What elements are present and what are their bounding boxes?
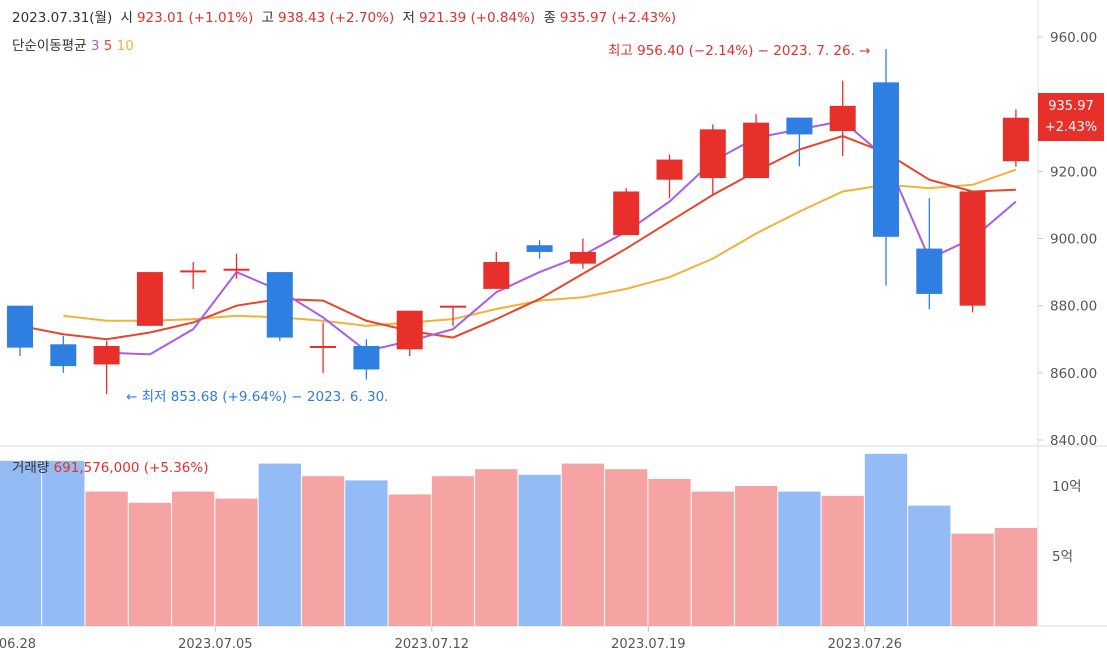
candle-body: [483, 262, 510, 289]
price-tick-label: 880.00: [1050, 299, 1097, 315]
volume-bar: [301, 476, 345, 626]
high-value: 938.43 (+2.70%): [277, 10, 395, 26]
candle-body: [699, 129, 726, 179]
volume-bar: [0, 460, 42, 626]
date-tick-label: 2023.06.28: [0, 637, 36, 652]
candle-body: [50, 344, 77, 367]
date-tick-label: 2023.07.19: [611, 637, 685, 652]
candle-body: [1002, 117, 1029, 162]
volume-bar: [908, 505, 951, 626]
volume-tick-label: 5억: [1052, 549, 1073, 565]
volume-bar: [215, 498, 258, 626]
ohlc-header: 2023.07.31(월) 시 923.01 (+1.01%) 고 938.43 (…: [12, 6, 680, 26]
volume-bar: [518, 474, 561, 626]
current-price-badge: 935.97 +2.43%: [1038, 93, 1104, 141]
ma10-legend: 10: [116, 38, 134, 54]
candle-body: [440, 305, 466, 308]
volume-bar: [85, 491, 128, 626]
header-date: 2023.07.31(월): [12, 10, 113, 26]
candle-body: [786, 117, 813, 135]
date-tick-label: 2023.07.12: [395, 637, 469, 652]
volume-label: 거래량: [12, 460, 50, 476]
volume-bar: [431, 476, 475, 626]
ma-legend-label: 단순이동평균: [12, 38, 87, 54]
volume-bar: [734, 486, 778, 626]
volume-value: 691,576,000 (+5.36%): [53, 460, 209, 476]
ma5-legend: 5: [103, 38, 113, 54]
low-label: 저: [402, 10, 415, 26]
price-tick-label: 960.00: [1050, 30, 1097, 46]
candle-body: [353, 345, 380, 370]
candle-body: [266, 272, 293, 338]
candle-body: [7, 305, 33, 348]
ma3-line: [106, 119, 1017, 356]
candle-body: [136, 272, 163, 326]
volume-bar: [128, 502, 172, 626]
volume-bar: [994, 528, 1038, 626]
open-label: 시: [120, 10, 133, 26]
volume-bar: [475, 469, 518, 626]
candle-body: [613, 191, 640, 236]
close-value: 935.97 (+2.43%): [559, 10, 677, 26]
high-label: 고: [261, 10, 274, 26]
current-price-change: +2.43%: [1044, 120, 1098, 135]
candle-body: [310, 345, 337, 348]
candle-body: [93, 345, 120, 365]
candle-body: [656, 159, 683, 180]
candle-body: [829, 105, 856, 132]
high-annotation: 최고 956.40 (−2.14%) − 2023. 7. 26. →: [608, 43, 871, 59]
volume-bar: [605, 469, 648, 626]
volume-bar: [42, 460, 85, 626]
candle-body: [396, 310, 423, 350]
candle-body: [526, 245, 553, 252]
volume-bar: [821, 495, 864, 626]
volume-bar: [172, 491, 215, 626]
candle-body: [223, 268, 250, 271]
low-value: 921.39 (+0.84%): [418, 10, 536, 26]
ma5-line: [19, 135, 1016, 341]
moving-average-legend: 단순이동평균 3 5 10: [12, 34, 134, 54]
current-price-value: 935.97: [1048, 99, 1094, 114]
price-tick-label: 900.00: [1050, 232, 1097, 248]
volume-bar: [951, 533, 994, 626]
candle-body: [916, 248, 943, 294]
volume-bar: [388, 494, 431, 626]
ma3-legend: 3: [90, 38, 100, 54]
close-label: 종: [543, 10, 556, 26]
price-tick-label: 840.00: [1050, 433, 1097, 449]
volume-bar: [691, 491, 734, 626]
candle-body: [569, 251, 596, 264]
price-tick-label: 860.00: [1050, 366, 1097, 382]
low-annotation: ← 최저 853.68 (+9.64%) − 2023. 6. 30.: [126, 389, 389, 405]
candle-body: [743, 122, 770, 179]
volume-bar: [258, 463, 301, 626]
volume-tick-label: 10억: [1052, 479, 1082, 495]
open-value: 923.01 (+1.01%): [136, 10, 254, 26]
price-tick-label: 920.00: [1050, 164, 1097, 180]
volume-bar: [345, 480, 388, 626]
volume-bar: [778, 491, 821, 626]
volume-bar: [648, 479, 691, 626]
date-tick-label: 2023.07.26: [828, 637, 902, 652]
candle-body: [180, 270, 207, 273]
volume-bar: [864, 453, 908, 626]
candle-body: [959, 191, 986, 306]
date-tick-label: 2023.07.05: [178, 637, 252, 652]
candle-body: [873, 82, 899, 237]
volume-bar: [561, 463, 605, 626]
volume-legend: 거래량 691,576,000 (+5.36%): [12, 456, 208, 476]
ma10-line: [63, 168, 1017, 327]
